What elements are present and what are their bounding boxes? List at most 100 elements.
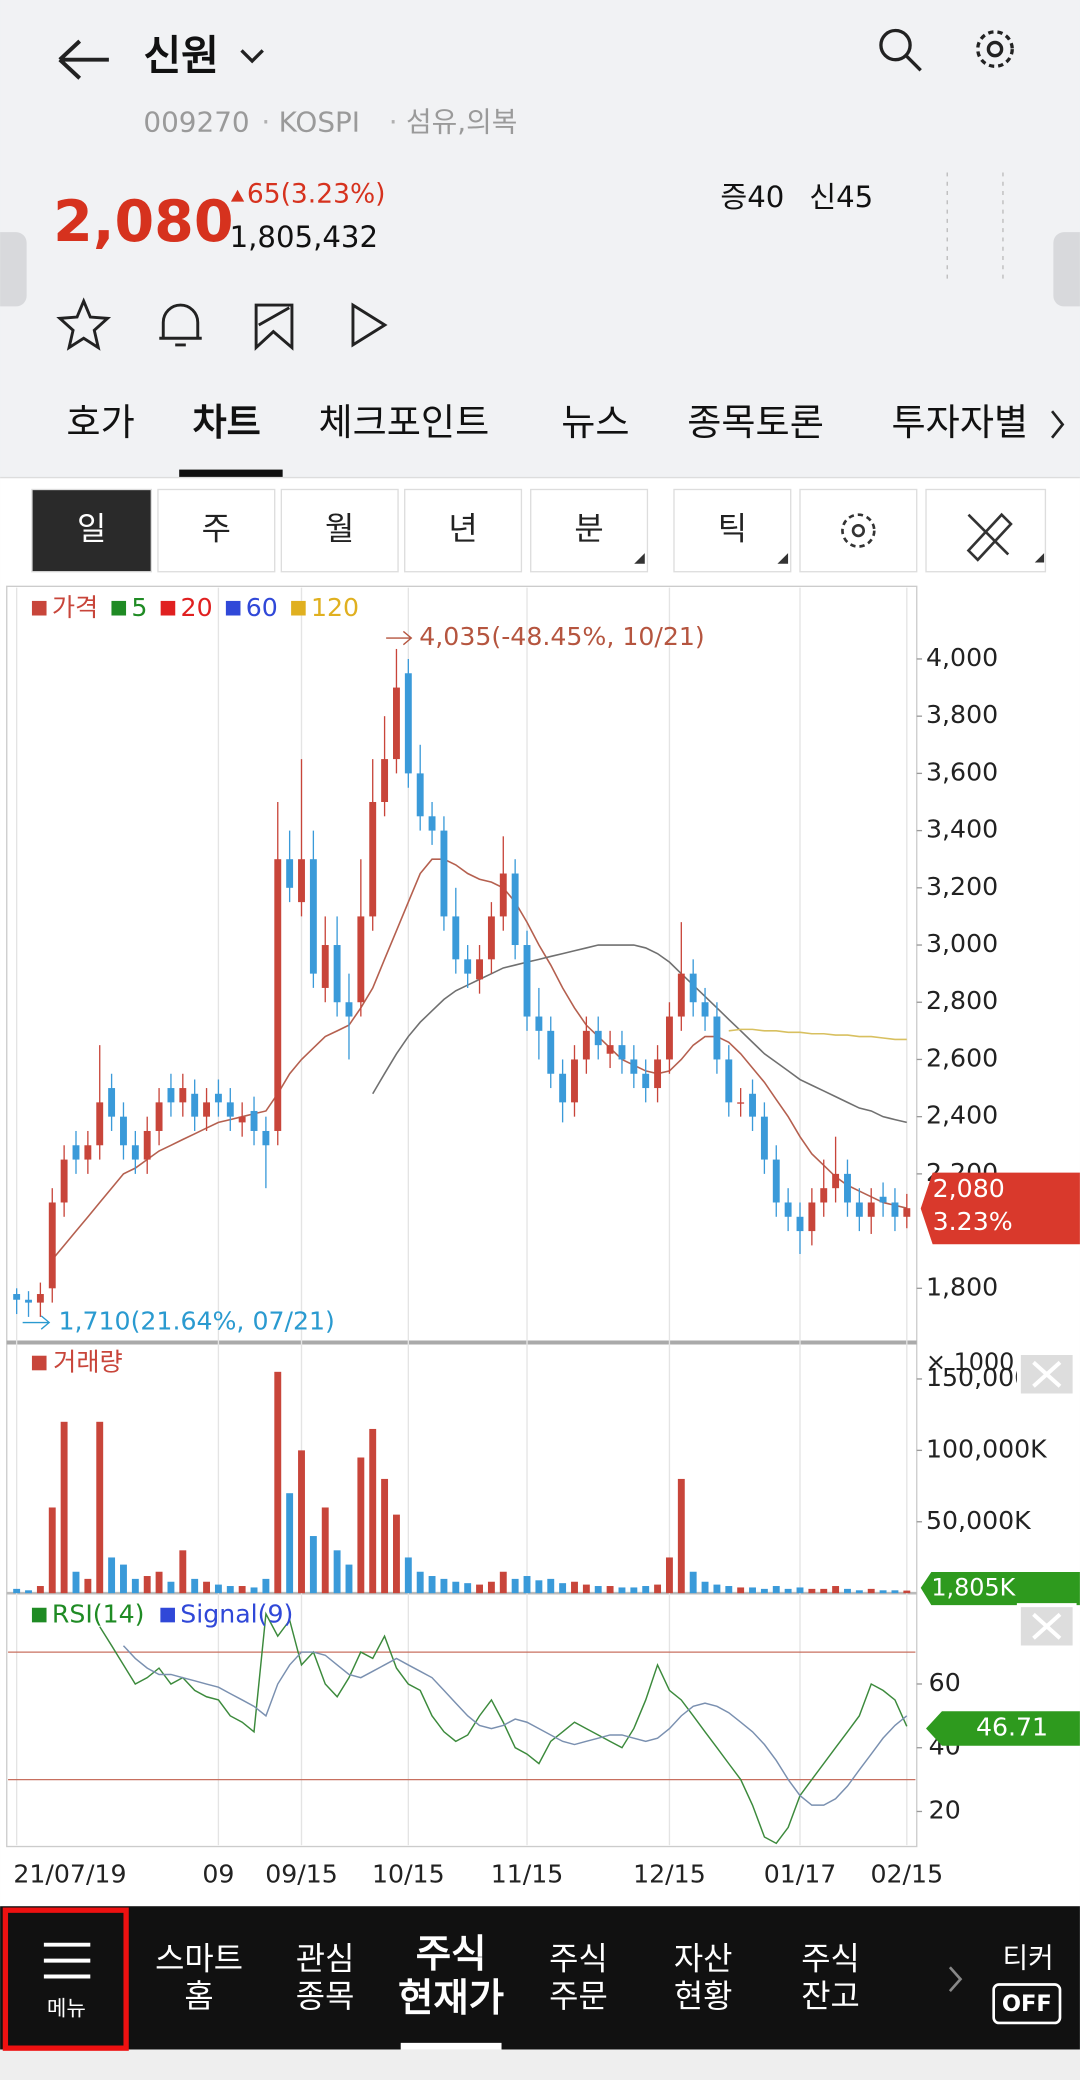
period-label[interactable]: 일 xyxy=(77,510,106,548)
candle-body xyxy=(298,859,305,903)
candle-body xyxy=(891,1202,899,1217)
tab[interactable]: 뉴스 xyxy=(561,401,629,444)
candle-body xyxy=(238,1116,246,1123)
settings-button[interactable] xyxy=(976,30,1014,68)
candle-body xyxy=(333,945,341,1003)
nav-label[interactable]: 관심 xyxy=(296,1940,355,1978)
volume-bar xyxy=(487,1581,495,1594)
candle-body xyxy=(749,1093,756,1117)
prev-stock[interactable] xyxy=(0,232,27,307)
candle-body xyxy=(820,1188,828,1203)
period-label[interactable]: 월 xyxy=(325,510,354,548)
volume-bar xyxy=(808,1588,816,1594)
favorite-button[interactable] xyxy=(56,297,112,351)
nav-label[interactable]: 스마트 xyxy=(155,1940,243,1978)
ticker-state[interactable]: OFF xyxy=(1002,1991,1052,2017)
volume-bar xyxy=(143,1576,151,1594)
min-arrow xyxy=(22,1315,51,1330)
candle-body xyxy=(155,1102,163,1131)
memo-button[interactable] xyxy=(254,303,294,351)
tab-more[interactable] xyxy=(1051,410,1065,439)
candle-body xyxy=(511,873,519,946)
tab[interactable]: 체크포인트 xyxy=(318,401,489,444)
volume-bar xyxy=(879,1590,887,1594)
volume-bar xyxy=(618,1587,626,1594)
chart-settings[interactable] xyxy=(799,488,918,573)
nav-label[interactable]: 현황 xyxy=(674,1977,733,2015)
menu-label[interactable]: 메뉴 xyxy=(47,1997,86,2022)
candle-body xyxy=(262,1130,270,1146)
y-tick-label: 20 xyxy=(929,1795,961,1824)
x-tick-label: 21/07/19 xyxy=(13,1860,126,1889)
period-label[interactable]: 틱 xyxy=(718,510,747,548)
current-price: 2,080 xyxy=(53,189,233,255)
period-button[interactable] xyxy=(673,488,792,573)
period-button[interactable] xyxy=(31,488,152,573)
volume-bar xyxy=(665,1557,673,1594)
menu-icon[interactable] xyxy=(43,1942,91,1979)
volume-bar xyxy=(772,1586,780,1594)
back-button[interactable] xyxy=(58,39,109,80)
candle-body xyxy=(487,916,495,960)
tab[interactable]: 호가 xyxy=(66,401,134,444)
next-stock[interactable] xyxy=(1053,232,1080,307)
candle-body xyxy=(48,1202,56,1289)
separator: · xyxy=(389,105,398,138)
legend-swatch xyxy=(31,1355,47,1371)
tab[interactable]: 투자자별 xyxy=(892,401,1029,444)
y-tick-label: 3,000 xyxy=(926,929,998,958)
alert-button[interactable] xyxy=(159,303,202,347)
nav-label[interactable]: 주문 xyxy=(549,1977,608,2015)
period-button[interactable] xyxy=(280,488,399,573)
nav-label[interactable]: 잔고 xyxy=(801,1977,860,2015)
nav-label[interactable]: 자산 xyxy=(674,1940,733,1978)
system-bar xyxy=(0,2049,1080,2080)
search-button[interactable] xyxy=(879,28,922,72)
y-tick-label: 1,800 xyxy=(926,1272,998,1301)
ticker-toggle[interactable] xyxy=(992,1983,1062,2025)
candle-body xyxy=(321,945,329,988)
x-tick-label: 12/15 xyxy=(633,1860,706,1889)
period-button[interactable] xyxy=(404,488,523,573)
play-button[interactable] xyxy=(351,302,388,348)
nav-more[interactable] xyxy=(948,1966,963,1993)
period-label[interactable]: 년 xyxy=(448,510,477,548)
volume-bar xyxy=(440,1578,448,1594)
nav-label[interactable]: 주식 xyxy=(549,1940,608,1978)
name-dropdown[interactable] xyxy=(240,49,264,64)
candle-body xyxy=(737,1102,745,1104)
tab[interactable]: 종목토론 xyxy=(687,401,824,444)
drawing-tool[interactable] xyxy=(925,488,1047,573)
legend-label: 가격 xyxy=(52,593,98,622)
candle-body xyxy=(428,816,436,831)
volume-bar xyxy=(713,1584,721,1594)
margin-badge: 증40 xyxy=(720,180,784,214)
legend-label: RSI(14) xyxy=(52,1600,145,1629)
period-label[interactable]: 분 xyxy=(574,510,603,548)
y-tick-label: 100,000K xyxy=(926,1434,1048,1463)
last-price: 2,080 xyxy=(933,1174,1005,1203)
nav-label[interactable]: 홈 xyxy=(184,1977,213,2015)
y-tick-label: 2,800 xyxy=(926,986,998,1015)
ticker-label[interactable]: 티커 xyxy=(1003,1941,1054,1974)
tab[interactable]: 차트 xyxy=(192,401,260,444)
nav-label[interactable]: 주식 xyxy=(416,1932,487,1977)
stock-name[interactable]: 신원 xyxy=(143,31,219,79)
period-label[interactable]: 주 xyxy=(202,510,231,548)
nav-label[interactable]: 주식 xyxy=(801,1940,860,1978)
x-tick-label: 10/15 xyxy=(372,1860,445,1889)
volume-bar xyxy=(108,1557,116,1594)
chart-bg xyxy=(0,477,1080,1907)
period-button[interactable] xyxy=(530,488,649,573)
panel-close[interactable] xyxy=(1016,1351,1077,1398)
candle-body xyxy=(452,916,460,960)
nav-label[interactable]: 종목 xyxy=(296,1977,355,2015)
period-button[interactable] xyxy=(157,488,276,573)
volume-bar xyxy=(48,1507,56,1594)
chart-frame xyxy=(6,585,918,1848)
legend-label: Signal(9) xyxy=(180,1600,293,1629)
volume-bar xyxy=(262,1578,270,1594)
panel-close[interactable] xyxy=(1016,1603,1077,1650)
candle-body xyxy=(84,1145,92,1160)
nav-label[interactable]: 현재가 xyxy=(398,1976,504,2021)
